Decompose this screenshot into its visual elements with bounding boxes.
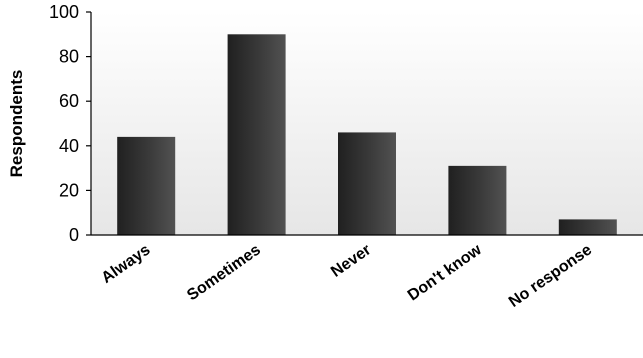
bar-always — [117, 136, 176, 235]
y-tick-label: 0 — [69, 225, 79, 245]
bar-sometimes — [227, 34, 286, 235]
bar-never — [338, 132, 396, 235]
y-tick-label: 60 — [59, 91, 79, 111]
y-tick-label: 80 — [59, 47, 79, 67]
y-tick-label: 20 — [59, 180, 79, 200]
bars — [117, 34, 617, 235]
x-category-labels: Always Sometimes Never Don't know No respons… — [99, 241, 596, 311]
y-axis-title: Respondents — [7, 70, 26, 178]
x-category-label: Sometimes — [184, 241, 264, 304]
y-ticks: 0 20 40 60 80 100 — [49, 2, 91, 245]
bar-no-response — [558, 219, 617, 235]
y-tick-label: 100 — [49, 2, 79, 22]
bar-don-t-know — [448, 165, 507, 235]
x-category-label: Don't know — [405, 241, 485, 304]
x-category-label: No response — [506, 241, 595, 311]
y-tick-label: 40 — [59, 136, 79, 156]
x-category-label: Always — [99, 241, 154, 287]
x-category-label: Never — [328, 241, 374, 280]
